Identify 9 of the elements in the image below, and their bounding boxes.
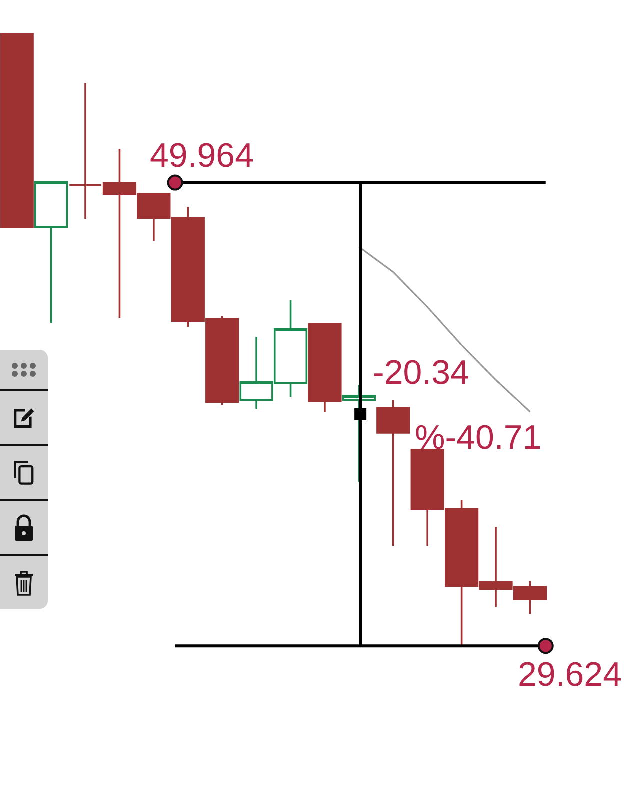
ref-line-label: 49.964: [150, 137, 254, 175]
candlestick: [376, 399, 410, 547]
candlestick: [342, 384, 376, 484]
candlestick: [0, 33, 34, 228]
annotation: -20.34: [373, 354, 470, 392]
annotation: %-40.71: [415, 419, 542, 457]
candlestick: [308, 323, 342, 413]
candlestick: [34, 181, 68, 324]
ref-line-label: 29.624: [518, 656, 622, 694]
